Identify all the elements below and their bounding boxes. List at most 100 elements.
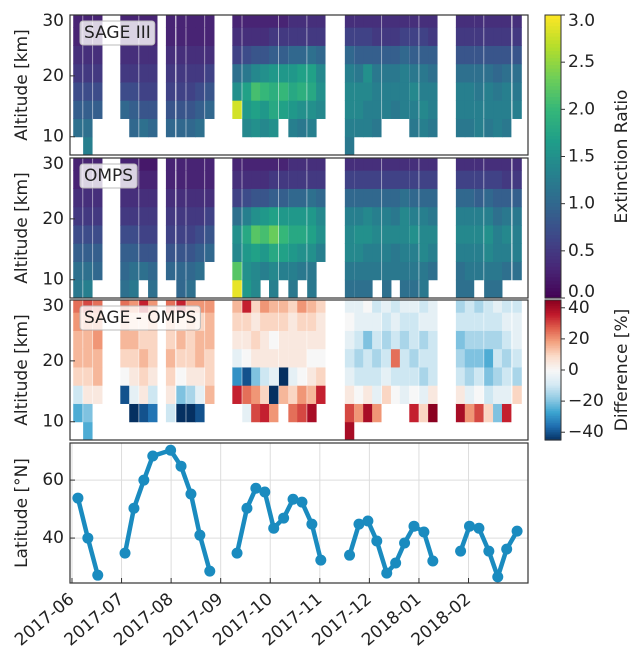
colorbar-slice <box>545 308 561 312</box>
heatmap-cell <box>297 348 307 368</box>
heatmap-cell <box>307 300 317 313</box>
heatmap-cell <box>464 158 475 171</box>
panel-title: SAGE III <box>84 23 151 43</box>
heatmap-cell <box>73 279 83 298</box>
heatmap-cell <box>419 224 429 244</box>
heatmap-cell <box>501 366 512 386</box>
heatmap-cell <box>344 15 355 28</box>
heatmap-cell <box>120 366 130 386</box>
colorbar-slice <box>545 156 561 161</box>
heatmap-cell <box>354 188 364 208</box>
heatmap-cell <box>363 158 373 171</box>
heatmap-cell <box>232 348 242 368</box>
heatmap-cell <box>363 312 373 331</box>
plot-area <box>70 443 528 583</box>
heatmap-cell <box>165 100 176 119</box>
heatmap-cell <box>307 403 317 423</box>
heatmap-cell <box>165 63 176 83</box>
heatmap-cell <box>493 45 503 65</box>
heatmap-cell <box>382 100 392 119</box>
heatmap-cell <box>251 170 261 189</box>
heatmap-cell <box>363 206 373 226</box>
heatmap-cell <box>269 385 279 404</box>
heatmap-cell <box>176 118 186 138</box>
heatmap-cell <box>455 81 466 101</box>
heatmap-cell <box>390 385 401 404</box>
heatmap-cell <box>93 385 103 404</box>
heatmap-cell <box>73 300 83 313</box>
panel-frame <box>69 442 529 584</box>
heatmap-cell <box>288 348 298 368</box>
heatmap-cell <box>363 170 373 189</box>
heatmap-cell <box>176 348 186 368</box>
heatmap-cell <box>242 300 252 313</box>
heatmap-cell <box>269 81 279 101</box>
heatmap-cell <box>428 403 438 423</box>
heatmap-cell <box>344 279 355 298</box>
heatmap-cell <box>242 100 252 119</box>
heatmap-cell <box>73 100 83 119</box>
heatmap-cell <box>484 81 494 101</box>
title-box <box>79 163 138 189</box>
heatmap-cell <box>165 188 176 208</box>
panel-frame <box>69 299 529 441</box>
heatmap-cell <box>474 261 484 281</box>
heatmap-cell <box>278 330 289 350</box>
heatmap-cell <box>501 63 512 83</box>
heatmap-cell <box>484 100 494 119</box>
heatmap-cell <box>205 243 215 262</box>
colorbar-slice <box>545 433 561 436</box>
heatmap-cell <box>484 45 494 65</box>
heatmap-cell <box>288 312 298 331</box>
latitude-point <box>138 474 150 486</box>
heatmap-cell <box>501 81 512 101</box>
latitude-point <box>231 547 243 559</box>
colorbar-tick-label: 1.5 <box>568 147 595 167</box>
heatmap-cell <box>354 261 364 281</box>
heatmap-cell <box>129 348 139 368</box>
heatmap-cell <box>419 15 429 28</box>
heatmap-cell <box>165 15 176 28</box>
heatmap-cell <box>73 45 83 65</box>
heatmap-cell <box>363 385 373 404</box>
heatmap-cell <box>382 45 392 65</box>
heatmap-cell <box>464 243 475 262</box>
heatmap-cell <box>419 312 429 331</box>
heatmap-cell <box>269 224 279 244</box>
colorbar-slice <box>545 356 561 359</box>
heatmap-cell <box>129 81 139 101</box>
heatmap-cell <box>176 170 186 189</box>
heatmap-cell <box>148 118 158 138</box>
heatmap-cell <box>484 312 494 331</box>
heatmap-cell <box>501 300 512 313</box>
latitude-point <box>204 565 216 577</box>
colorbar-slice <box>545 391 561 394</box>
heatmap-cell <box>316 27 326 46</box>
heatmap-cell <box>512 100 522 119</box>
colorbar-slice <box>545 106 561 112</box>
heatmap-cell <box>493 118 503 138</box>
heatmap-cell <box>186 206 196 226</box>
heatmap-cell <box>251 261 261 281</box>
heatmap-cell <box>165 224 176 244</box>
latitude-point <box>427 555 439 567</box>
heatmap-cell <box>512 81 522 101</box>
colorbar-slice <box>545 124 561 129</box>
heatmap-cell <box>205 100 215 119</box>
heatmap-cell <box>512 385 522 404</box>
heatmap-cell <box>484 366 494 386</box>
colorbar-slice <box>545 142 561 147</box>
heatmap-cell <box>354 81 364 101</box>
heatmap-cell <box>176 206 186 226</box>
heatmap-cell <box>409 81 419 101</box>
heatmap-cell <box>139 45 149 65</box>
heatmap-cell <box>344 170 355 189</box>
heatmap-cell <box>474 206 484 226</box>
colorbar-tick-label: 40 <box>568 298 590 318</box>
heatmap-cell <box>120 330 130 350</box>
heatmap-cell <box>269 27 279 46</box>
colorbar-slice <box>545 43 561 48</box>
heatmap-cell <box>195 261 205 281</box>
heatmap-cell <box>165 366 176 386</box>
heatmap-cell <box>232 188 242 208</box>
